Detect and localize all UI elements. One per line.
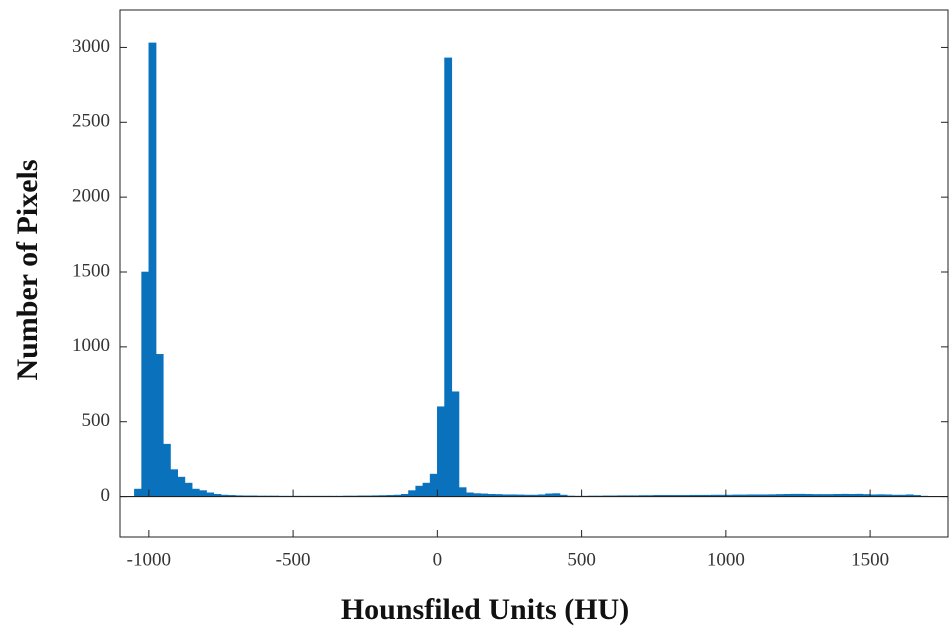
y-tick-label: 1000 [72, 335, 110, 356]
histogram-bar [155, 354, 164, 497]
histogram-bar [429, 473, 438, 497]
y-tick-label: 2000 [72, 186, 110, 207]
histogram-bar [422, 482, 431, 497]
x-tick-label: 500 [567, 549, 596, 570]
x-tick-label: 1000 [707, 549, 745, 570]
y-tick-label: 500 [82, 410, 111, 431]
histogram-bar [134, 488, 142, 497]
x-tick-label: 1500 [851, 549, 889, 570]
histogram-bar [199, 490, 207, 497]
y-axis-title: Number of Pixels [11, 159, 44, 380]
y-tick-label: 3000 [72, 36, 110, 57]
x-tick-label: -1000 [127, 549, 171, 570]
histogram-bar [184, 482, 193, 497]
y-tick-label: 0 [101, 485, 111, 506]
plot-frame [119, 9, 949, 538]
histogram-bar [437, 406, 445, 497]
y-tick-label: 1500 [72, 260, 110, 281]
histogram-bar [148, 42, 157, 497]
histogram-bar [170, 469, 179, 497]
histogram-bar [162, 443, 171, 497]
histogram-bar [444, 57, 453, 497]
histogram-bar [408, 490, 417, 497]
x-tick-label: 0 [433, 549, 443, 570]
histogram-bar [141, 271, 150, 497]
histogram-bar [451, 391, 460, 497]
y-tick-label: 2500 [72, 111, 110, 132]
x-axis-title: Hounsfiled Units (HU) [341, 593, 629, 626]
histogram-bar [415, 485, 424, 497]
x-tick-label: -500 [276, 549, 311, 570]
histogram-bar [177, 476, 186, 497]
histogram-bar [191, 488, 200, 497]
histogram-bar [458, 487, 467, 497]
